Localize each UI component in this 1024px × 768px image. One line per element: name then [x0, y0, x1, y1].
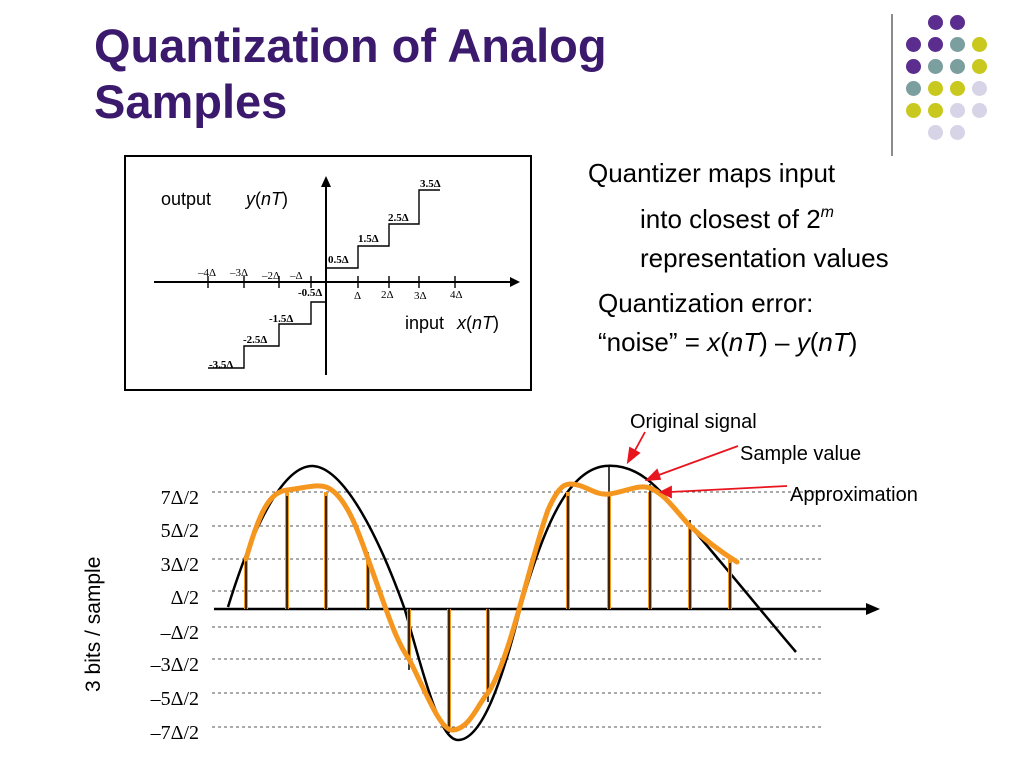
decorative-dot — [928, 81, 943, 96]
level-label-neg3.5: -3.5Δ — [209, 359, 233, 371]
level-label-3d2: 3Δ/2 — [161, 554, 199, 576]
level-label-0.5: 0.5Δ — [328, 254, 349, 266]
minus-sign: ) – — [759, 327, 797, 357]
original-signal-curve — [226, 464, 797, 742]
decorative-dot — [928, 37, 943, 52]
output-var-y: y — [244, 189, 256, 209]
decorative-dot — [906, 37, 921, 52]
x-tick-label-pos2: 2Δ — [381, 289, 394, 301]
noise-label: “noise” = — [598, 327, 708, 357]
decorative-dot — [972, 59, 987, 74]
title-line-2: Samples — [94, 75, 288, 128]
decorative-dot — [928, 125, 943, 140]
level-label-1.5: 1.5Δ — [358, 233, 379, 245]
paren-open-2: ( — [809, 327, 819, 357]
input-var: x(nT) — [456, 313, 499, 333]
x-tick-label-neg1: –Δ — [289, 270, 303, 282]
bits-per-sample-label: 3 bits / sample — [82, 557, 105, 692]
title-line-1: Quantization of Analog — [94, 19, 607, 72]
paren-close: ) — [848, 327, 858, 357]
decorative-dot — [928, 59, 943, 74]
slide-title: Quantization of Analog Samples — [94, 18, 854, 130]
input-var-arg: nT — [472, 313, 495, 333]
level-label-neg2.5: -2.5Δ — [243, 334, 267, 346]
arrow-sample-value — [655, 445, 739, 477]
var-nt-2: nT — [818, 327, 849, 357]
decorative-dot — [950, 15, 965, 30]
level-label-neg0.5: -0.5Δ — [298, 287, 322, 299]
decorative-dot — [950, 81, 965, 96]
stair-x-arrowhead — [510, 277, 520, 287]
arrow-sample-value-head — [644, 468, 662, 482]
level-label-3.5: 3.5Δ — [420, 178, 441, 190]
quantizer-staircase — [208, 189, 440, 369]
arrow-approximation-head — [658, 485, 672, 499]
decorative-dot — [972, 103, 987, 118]
bullet-1-line-2: into closest of 2m — [588, 193, 1018, 239]
level-label-7d2: 7Δ/2 — [161, 487, 199, 509]
level-label-neg1d2: –Δ/2 — [160, 622, 199, 644]
decorative-dot — [950, 103, 965, 118]
bullet-1-line-1: Quantizer maps input — [588, 158, 836, 188]
x-tick-label-neg4: –4Δ — [197, 267, 216, 279]
input-label: input — [405, 313, 444, 333]
x-tick-label-pos1: Δ — [354, 290, 361, 302]
var-x: x — [707, 327, 721, 357]
annotation-sample-value: Sample value — [740, 443, 861, 465]
level-label-neg3d2: –3Δ/2 — [150, 654, 199, 676]
x-tick-label-pos3: 3Δ — [414, 290, 427, 302]
level-label-neg7d2: –7Δ/2 — [150, 722, 199, 744]
time-axis-arrowhead — [866, 603, 880, 615]
annotation-approximation: Approximation — [790, 484, 918, 506]
input-var-x: x — [456, 313, 467, 333]
decorative-dot — [906, 81, 921, 96]
bullet-1-line-3: representation values — [640, 243, 889, 273]
output-label: output — [161, 189, 211, 209]
level-label-neg1.5: -1.5Δ — [269, 313, 293, 325]
bullet-2-line-1: Quantization error: — [598, 288, 814, 318]
level-label-1d2: Δ/2 — [171, 587, 199, 609]
arrow-original-signal-head — [626, 446, 641, 465]
decorative-dot — [928, 103, 943, 118]
var-nt-1: nT — [728, 327, 760, 357]
decorative-dot — [928, 15, 943, 30]
decorative-divider — [891, 14, 893, 156]
staircase-plot: output y(nT) input x(nT) –4Δ –3Δ –2Δ –Δ … — [154, 176, 520, 375]
decorative-dot — [950, 37, 965, 52]
bullet-quantization-error: Quantization error: “noise” = x(nT) – y(… — [598, 284, 1024, 362]
quantizer-characteristic-figure — [124, 155, 532, 391]
bullet-2-line-2: “noise” = x(nT) – y(nT) — [598, 327, 857, 357]
level-label-neg5d2: –5Δ/2 — [150, 688, 199, 710]
paren-open-1: ( — [720, 327, 729, 357]
level-label-2.5: 2.5Δ — [388, 212, 409, 224]
level-label-5d2: 5Δ/2 — [161, 520, 199, 542]
output-var: y(nT) — [244, 189, 288, 209]
bullet-1-exponent: m — [820, 204, 834, 221]
x-tick-label-neg3: –3Δ — [229, 267, 248, 279]
decorative-dot — [950, 125, 965, 140]
waveform-plot: 7Δ/2 5Δ/2 3Δ/2 Δ/2 –Δ/2 –3Δ/2 –5Δ/2 –7Δ/… — [82, 411, 918, 744]
decorative-dot — [906, 103, 921, 118]
annotation-original-signal: Original signal — [630, 411, 757, 433]
decorative-dot — [972, 81, 987, 96]
decorative-dot — [950, 59, 965, 74]
x-tick-label-pos4: 4Δ — [450, 289, 463, 301]
x-tick-label-neg2: –2Δ — [261, 270, 280, 282]
bullet-1-line-2-text: into closest of 2 — [640, 204, 821, 234]
decorative-dot — [906, 59, 921, 74]
approximation-curve — [243, 481, 740, 733]
bullet-quantizer: Quantizer maps input into closest of 2m … — [588, 154, 1018, 278]
output-var-arg: nT — [261, 189, 284, 209]
decorative-dot — [972, 37, 987, 52]
var-y: y — [796, 327, 810, 357]
arrow-approximation — [669, 485, 788, 493]
stair-y-arrowhead — [321, 176, 331, 187]
